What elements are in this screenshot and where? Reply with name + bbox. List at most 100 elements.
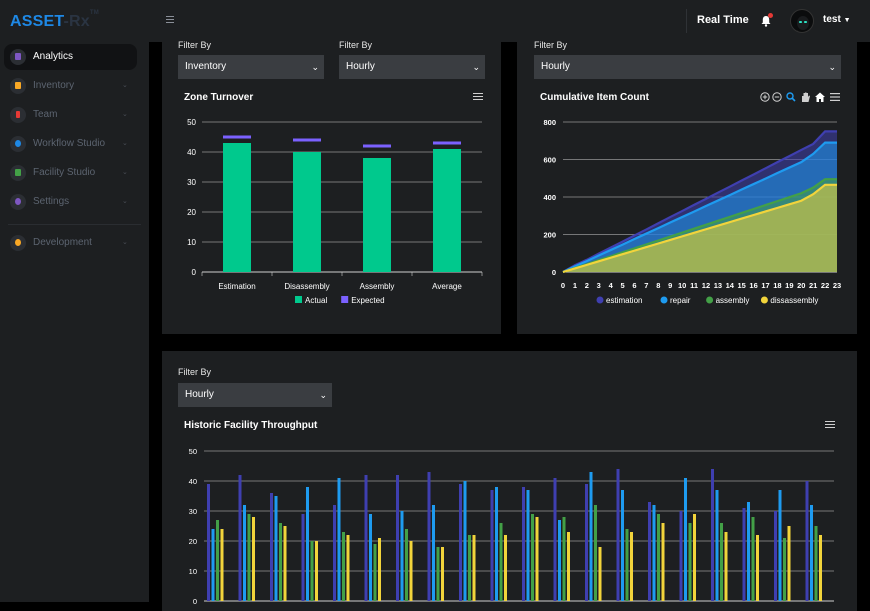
bar-dissassembly (693, 514, 696, 601)
bar-assembly (405, 529, 408, 601)
sidebar-item-workflow-studio[interactable]: Workflow Studio ⌄ (4, 131, 137, 157)
bar-dissassembly (441, 547, 444, 601)
x-tick-label: 14 (726, 281, 735, 290)
bar-assembly (373, 544, 377, 601)
bar-repair (558, 520, 561, 601)
x-tick-label: 2 (585, 281, 589, 290)
pan-hand-icon[interactable] (802, 92, 810, 103)
bar-estimation (396, 475, 399, 601)
x-tick-label: 15 (738, 281, 746, 290)
chevron-down-icon: ⌄ (122, 111, 128, 118)
x-tick-label: 9 (668, 281, 672, 290)
app-logo[interactable]: ASSET-RxTM (10, 10, 99, 31)
chevron-down-icon: ⌄ (122, 198, 128, 205)
workflow-icon (10, 136, 26, 152)
sidebar-divider (8, 224, 141, 225)
cumulative-item-count-card: Filter By Hourly ⌄ Cumulative Item Count… (517, 40, 857, 334)
sidebar-item-development[interactable]: Development ⌄ (4, 230, 137, 256)
marker-expected (223, 135, 251, 139)
x-tick-label: Disassembly (284, 282, 329, 291)
bar-estimation (207, 484, 210, 601)
bar-assembly (625, 529, 629, 601)
chart-toolbar (760, 92, 840, 103)
legend-swatch (596, 296, 604, 304)
bar-dissassembly (724, 532, 728, 601)
bar-assembly (720, 523, 723, 601)
bar-dissassembly (819, 535, 822, 601)
sidebar-item-facility-studio[interactable]: Facility Studio ⌄ (4, 160, 137, 186)
bar-assembly (814, 526, 818, 601)
sidebar-item-team[interactable]: Team ⌄ (4, 102, 137, 128)
time-filter-select[interactable]: Hourly ⌄ (534, 55, 841, 79)
bar-estimation (679, 511, 683, 601)
bar-dissassembly (378, 538, 381, 601)
bar-assembly (783, 538, 786, 601)
chevron-down-icon: ⌄ (122, 169, 128, 176)
sidebar-item-settings[interactable]: Settings ⌄ (4, 189, 137, 215)
avatar[interactable] (790, 9, 814, 33)
legend-label: assembly (716, 296, 750, 305)
inventory-filter-select[interactable]: Inventory ⌄ (178, 55, 324, 79)
bar-repair (715, 490, 719, 601)
x-tick-label: 5 (620, 281, 624, 290)
bar-dissassembly (283, 526, 287, 601)
bar-estimation (585, 484, 588, 601)
time-filter-select[interactable]: Hourly ⌄ (178, 383, 332, 407)
magnifier-icon[interactable] (786, 92, 796, 102)
bar-dissassembly (315, 541, 318, 601)
bar-repair (306, 487, 309, 601)
legend-swatch (706, 296, 714, 304)
x-tick-label: 10 (678, 281, 686, 290)
home-icon[interactable] (815, 92, 825, 103)
gear-icon (10, 194, 26, 210)
bell-icon[interactable] (760, 14, 772, 27)
user-menu[interactable]: test ▼ (823, 14, 851, 25)
bar-assembly (594, 505, 597, 601)
chevron-down-icon: ⌄ (319, 390, 327, 400)
filter-label: Filter By (178, 40, 212, 50)
x-tick-label: 8 (656, 281, 660, 290)
sidebar-item-analytics[interactable]: Analytics (4, 44, 137, 70)
legend-label: estimation (606, 296, 642, 305)
chevron-down-icon: ⌄ (311, 62, 319, 72)
bar-estimation (711, 469, 714, 601)
y-tick-label: 800 (543, 118, 556, 127)
y-tick-label: 20 (187, 208, 196, 217)
bar-actual (363, 158, 391, 272)
legend-swatch (341, 296, 349, 303)
realtime-button[interactable]: Real Time (697, 14, 749, 26)
chevron-down-icon: ⌄ (122, 82, 128, 89)
bar-repair (243, 505, 246, 601)
y-tick-label: 50 (187, 118, 196, 127)
marker-expected (293, 138, 321, 142)
bar-dissassembly (661, 523, 665, 601)
bar-dissassembly (535, 517, 539, 601)
sidebar-item-inventory[interactable]: Inventory ⌄ (4, 73, 137, 99)
chart-menu-icon[interactable] (825, 421, 835, 429)
chevron-down-icon: ⌄ (122, 239, 128, 246)
historic-throughput-card: Filter By Hourly ⌄ Historic Facility Thr… (162, 351, 857, 611)
bar-estimation (301, 514, 305, 601)
chart-menu-icon[interactable] (830, 93, 840, 101)
zoom-in-icon[interactable] (760, 92, 770, 102)
sidebar-toggle-icon[interactable] (166, 15, 174, 26)
y-tick-label: 40 (189, 477, 197, 486)
bar-repair (526, 490, 530, 601)
bar-assembly (657, 514, 660, 601)
bar-repair (652, 505, 656, 601)
logo-text: ASSET (10, 13, 64, 30)
x-tick-label: 1 (573, 281, 577, 290)
y-tick-label: 30 (189, 507, 197, 516)
time-filter-select[interactable]: Hourly ⌄ (339, 55, 485, 79)
clipboard-icon (10, 49, 26, 65)
sidebar-item-label: Inventory (33, 80, 75, 91)
logo-suffix: -Rx (63, 13, 90, 30)
x-tick-label: Assembly (360, 282, 395, 291)
x-tick-label: 19 (785, 281, 793, 290)
filter-label: Filter By (534, 40, 568, 50)
zoom-out-icon[interactable] (772, 92, 782, 102)
bar-dissassembly (252, 517, 255, 601)
chart-menu-icon[interactable] (473, 93, 483, 101)
y-tick-label: 40 (187, 148, 196, 157)
